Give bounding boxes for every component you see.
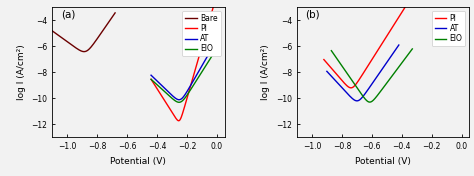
X-axis label: Potential (V): Potential (V) bbox=[355, 157, 411, 166]
Legend: PI, AT, EIO: PI, AT, EIO bbox=[432, 11, 465, 46]
Text: (a): (a) bbox=[61, 10, 75, 20]
Y-axis label: log I (A/cm²): log I (A/cm²) bbox=[262, 44, 271, 100]
X-axis label: Potential (V): Potential (V) bbox=[110, 157, 166, 166]
Y-axis label: log I (A/cm²): log I (A/cm²) bbox=[17, 44, 26, 100]
Text: (b): (b) bbox=[306, 10, 320, 20]
Legend: Bare, PI, AT, EIO: Bare, PI, AT, EIO bbox=[182, 11, 221, 56]
